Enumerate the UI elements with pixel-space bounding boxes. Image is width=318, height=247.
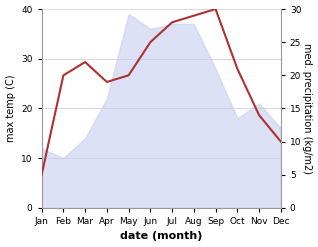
Y-axis label: med. precipitation (kg/m2): med. precipitation (kg/m2) [302,43,313,174]
X-axis label: date (month): date (month) [120,231,203,242]
Y-axis label: max temp (C): max temp (C) [5,75,16,142]
